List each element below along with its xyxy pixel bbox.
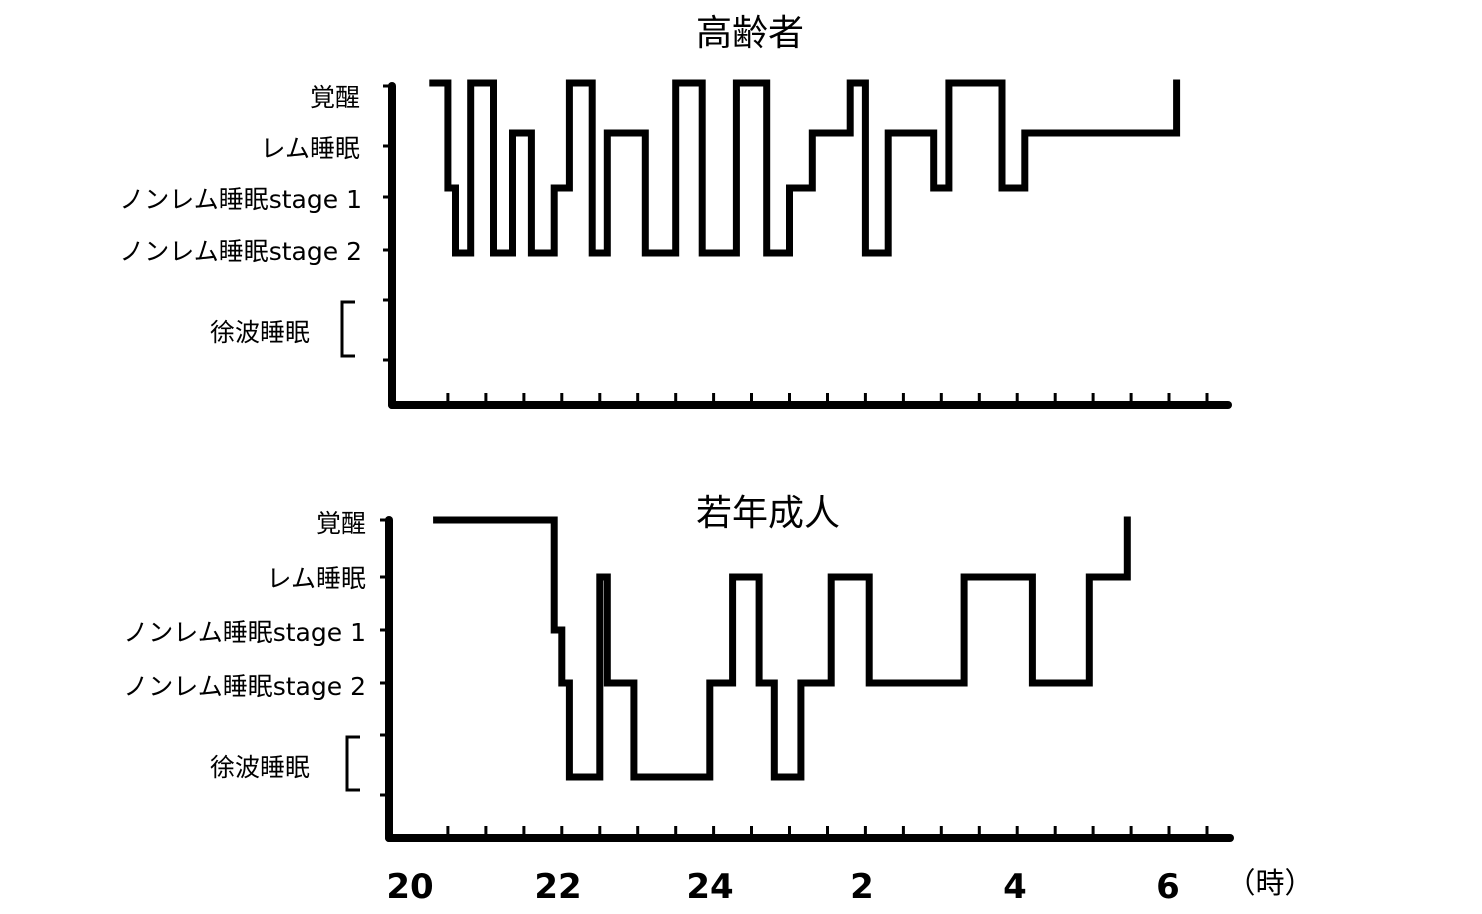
x-unit-label: （時）: [1226, 866, 1313, 900]
y-ticks: [383, 84, 392, 362]
x-tick-label: 2: [850, 867, 874, 907]
panel-young-adult-title: 若年成人: [696, 493, 840, 534]
x-tick-labels: 20 22 24 2 4 6 （時）: [386, 866, 1313, 907]
x-tick-label: 6: [1156, 867, 1180, 907]
panel-young-adult: 若年成人 覚醒 レム睡眠 ノンレム睡眠stage 1 ノンレム睡眠stage 2…: [123, 493, 1234, 842]
y-label-nrem-stage-2: ノンレム睡眠stage 2: [123, 672, 366, 701]
y-label-nrem-stage-2: ノンレム睡眠stage 2: [119, 237, 362, 266]
slow-wave-bracket: [345, 735, 360, 792]
y-label-rem: レム睡眠: [266, 564, 366, 593]
y-label-slow-wave: 徐波睡眠: [210, 318, 310, 347]
y-label-wake: 覚醒: [316, 509, 366, 538]
x-tick-label: 4: [1003, 867, 1027, 907]
x-tick-label: 24: [686, 867, 733, 907]
hypnogram-trace-elderly: [429, 79, 1181, 257]
panel-elderly: 高齢者 覚醒 レム睡眠 ノンレム睡眠stage 1 ノンレム睡眠stage 2 …: [119, 13, 1232, 409]
panel-elderly-title: 高齢者: [696, 13, 804, 54]
y-label-nrem-stage-1: ノンレム睡眠stage 1: [123, 618, 366, 647]
y-label-wake: 覚醒: [310, 83, 360, 112]
slow-wave-bracket: [340, 300, 355, 358]
hypnogram-trace-young-adult: [433, 516, 1131, 781]
y-label-rem: レム睡眠: [260, 134, 360, 163]
x-tick-label: 22: [534, 867, 581, 907]
x-tick-label: 20: [386, 867, 433, 907]
y-label-slow-wave: 徐波睡眠: [210, 753, 310, 782]
x-ticks: [446, 393, 1209, 405]
y-ticks: [380, 518, 389, 797]
x-ticks: [446, 826, 1209, 838]
y-label-nrem-stage-1: ノンレム睡眠stage 1: [119, 185, 362, 214]
